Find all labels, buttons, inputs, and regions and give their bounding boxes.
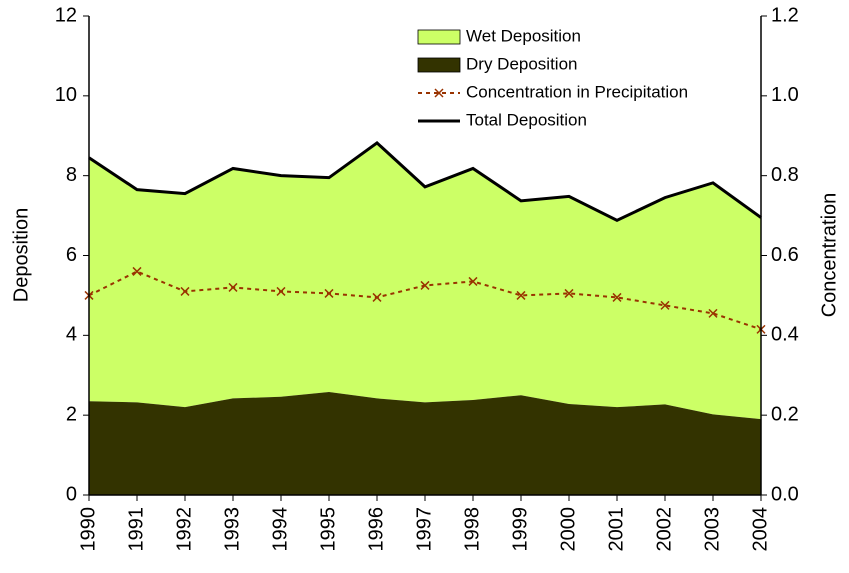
concentration-marker: [660, 300, 670, 310]
x-tick-label: 2004: [749, 507, 771, 552]
x-tick-label: 2003: [701, 507, 723, 552]
dry-area: [89, 392, 761, 495]
concentration-marker: [228, 282, 238, 292]
y-tick-label: 0: [66, 483, 77, 505]
x-tick-label: 1996: [365, 507, 387, 552]
concentration-marker: [324, 288, 334, 298]
y2-tick-label: 0.4: [771, 324, 799, 346]
legend-label: Concentration in Precipitation: [466, 82, 688, 101]
legend-marker: [434, 88, 444, 98]
x-tick-label: 1999: [509, 507, 531, 552]
concentration-marker: [708, 308, 718, 318]
y-tick-label: 8: [66, 164, 77, 186]
y-tick-label: 2: [66, 403, 77, 425]
concentration-marker: [420, 280, 430, 290]
y2-tick-label: 1.0: [771, 84, 799, 106]
y2-tick-label: 0.2: [771, 403, 799, 425]
concentration-marker: [564, 288, 574, 298]
y2-axis-label: Concentration: [818, 193, 840, 318]
legend-label: Total Deposition: [466, 110, 587, 129]
concentration-marker: [372, 292, 382, 302]
concentration-marker: [132, 266, 142, 276]
legend-swatch: [417, 57, 461, 73]
y2-tick-label: 0.0: [771, 483, 799, 505]
concentration-marker: [612, 292, 622, 302]
total-line: [88, 141, 762, 223]
y-tick-label: 6: [66, 244, 77, 266]
legend-label: Wet Deposition: [466, 26, 581, 45]
x-tick-label: 1995: [317, 507, 339, 552]
y-tick-label: 4: [66, 324, 77, 346]
concentration-marker: [468, 276, 478, 286]
y-axis-label: Deposition: [10, 208, 32, 303]
x-tick-label: 1998: [461, 507, 483, 552]
legend-swatch: [417, 29, 461, 45]
x-tick-label: 2002: [653, 507, 675, 552]
x-tick-label: 2001: [605, 507, 627, 552]
x-tick-label: 1997: [413, 507, 435, 552]
x-tick-label: 2000: [557, 507, 579, 552]
x-tick-label: 1994: [269, 507, 291, 552]
x-tick-label: 1992: [173, 507, 195, 552]
y-tick-label: 12: [55, 4, 77, 26]
legend-label: Dry Deposition: [466, 54, 578, 73]
y2-tick-label: 1.2: [771, 4, 799, 26]
y-tick-label: 10: [55, 84, 77, 106]
y2-tick-label: 0.6: [771, 244, 799, 266]
wet-area: [89, 142, 761, 420]
concentration-marker: [180, 286, 190, 296]
x-tick-label: 1991: [125, 507, 147, 552]
x-tick-label: 1993: [221, 507, 243, 552]
y2-tick-label: 0.8: [771, 164, 799, 186]
x-tick-label: 1990: [77, 507, 99, 552]
concentration-marker: [276, 286, 286, 296]
concentration-marker: [516, 290, 526, 300]
